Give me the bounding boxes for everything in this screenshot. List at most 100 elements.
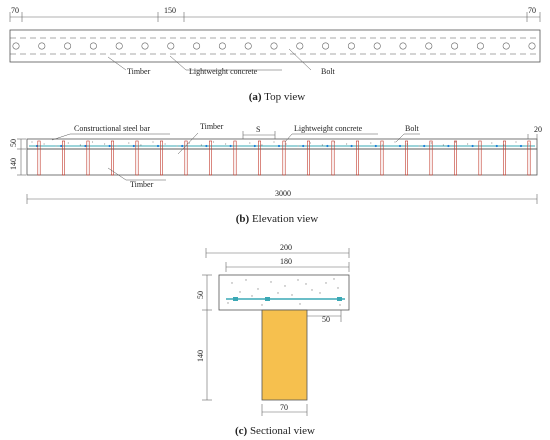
top-bolt-hole — [115, 42, 123, 50]
sect-aggregate-dot — [257, 288, 259, 290]
sect-timber — [261, 309, 308, 401]
top-dim-mid: 150 — [164, 6, 176, 15]
elev-caption-text: Elevation view — [249, 213, 318, 225]
sect-aggregate-dot — [277, 292, 279, 294]
top-bolt-hole — [296, 42, 304, 50]
top-dim-left: 70 — [11, 6, 19, 15]
top-label-bolt: Bolt — [321, 67, 336, 76]
elev-dim-top: 50 — [9, 139, 18, 147]
top-bolt-hole — [218, 42, 226, 50]
elev-aggregate-dot — [467, 143, 469, 145]
top-bolt-hole — [399, 42, 407, 50]
elev-bar-dot — [277, 144, 281, 148]
sect-aggregate-dot — [227, 302, 229, 304]
sect-steel-bar-marker — [233, 297, 238, 301]
top-label-timber: Timber — [127, 67, 151, 76]
elev-bolt — [184, 140, 188, 176]
sect-dim-offset: 50 — [322, 315, 330, 324]
top-dim-right: 70 — [528, 6, 536, 15]
elev-bolt — [135, 140, 139, 176]
sect-caption-prefix: (c) — [235, 425, 248, 437]
elev-bolt — [380, 140, 384, 176]
elev-bar-dot — [495, 144, 498, 148]
elev-aggregate-dot — [31, 141, 33, 143]
top-bolt-row — [12, 42, 536, 50]
sect-caption: (c) Sectional view — [235, 425, 315, 437]
elevation-view: 50 140 20 S Constructional steel bar Tim… — [9, 122, 542, 225]
elev-label-timber-bottom: Timber — [130, 180, 154, 189]
elev-aggregate-dot — [249, 142, 251, 144]
sect-concrete-dots — [227, 278, 341, 306]
elev-timber — [26, 148, 538, 176]
elev-aggregate-dot — [394, 141, 396, 143]
sect-aggregate-dot — [333, 278, 335, 280]
sect-aggregate-dot — [231, 282, 233, 284]
sect-dim-width-total: 200 — [280, 243, 292, 252]
top-bolt-hole — [270, 42, 278, 50]
elev-bolt — [257, 140, 261, 176]
top-label-concrete: Lightweight concrete — [189, 67, 258, 76]
elev-aggregate-dot — [479, 145, 481, 147]
sect-aggregate-dot — [299, 303, 301, 305]
elev-bar-dot — [350, 144, 353, 148]
elev-bar-dot — [519, 144, 523, 148]
sect-aggregate-dot — [245, 279, 247, 281]
elev-aggregate-dot — [273, 141, 275, 143]
sectional-view: 200 180 50 140 50 70 (c) Sectional — [196, 243, 350, 437]
sect-dim-timber-width: 70 — [280, 403, 288, 412]
top-view: 70 150 70 Timber Lightweight concrete Bo… — [9, 6, 541, 103]
elev-caption: (b) Elevation view — [236, 213, 319, 225]
elev-aggregate-dot — [321, 144, 323, 146]
elev-bolt — [306, 140, 310, 176]
top-caption: (a) Top view — [249, 91, 306, 103]
elev-bar-dot — [253, 144, 256, 148]
elev-bolt — [502, 140, 506, 176]
elev-bolt — [160, 140, 164, 176]
top-caption-text: Top view — [262, 91, 306, 103]
elev-aggregate-dot — [297, 145, 299, 147]
top-bolt-hole — [38, 42, 46, 50]
elev-label-bolt: Bolt — [405, 124, 420, 133]
top-caption-prefix: (a) — [249, 91, 262, 103]
elev-aggregate-dot — [128, 142, 130, 144]
elev-aggregate-dot — [309, 142, 311, 144]
elev-bar-dot — [60, 144, 63, 148]
top-bolt-hole — [347, 42, 355, 50]
top-bolt-hole — [476, 42, 484, 50]
elev-bar-dot — [229, 144, 232, 148]
elev-dim-spacing: S — [256, 125, 260, 134]
top-bolt-hole — [12, 42, 20, 50]
elev-slab — [26, 138, 538, 150]
elev-aggregate-dot — [418, 145, 420, 147]
sect-aggregate-dot — [325, 282, 327, 284]
elev-aggregate-dot — [200, 144, 202, 146]
sect-dim-timber-height: 140 — [196, 350, 205, 362]
elev-bar-dot — [156, 144, 160, 148]
elev-bar-dot — [84, 144, 87, 148]
elev-aggregate-dot — [237, 145, 239, 147]
elev-bar-dot — [205, 144, 208, 148]
elev-bolt — [429, 140, 433, 176]
elev-bolt — [282, 140, 286, 176]
elev-aggregate-dot — [491, 142, 493, 144]
elev-bar-dot — [423, 144, 426, 148]
elev-aggregate-dot — [261, 144, 263, 146]
elev-bolt — [209, 140, 213, 176]
elev-bolt — [355, 140, 359, 176]
sect-aggregate-dot — [311, 289, 313, 291]
top-bolt-hole — [89, 42, 97, 50]
elev-bolt — [86, 140, 90, 176]
sect-dim-width-inner: 180 — [280, 257, 292, 266]
sect-aggregate-dot — [291, 294, 293, 296]
sect-aggregate-dot — [339, 304, 341, 306]
elev-bar-dot — [132, 144, 135, 148]
sect-aggregate-dot — [251, 295, 253, 297]
elev-aggregate-dot — [285, 143, 287, 145]
sect-aggregate-dot — [305, 283, 307, 285]
sect-slab — [218, 274, 350, 311]
elev-bolt-row — [37, 140, 531, 176]
top-bolt-hole — [451, 42, 459, 50]
elev-caption-prefix: (b) — [236, 213, 250, 225]
elev-bolt — [111, 140, 115, 176]
